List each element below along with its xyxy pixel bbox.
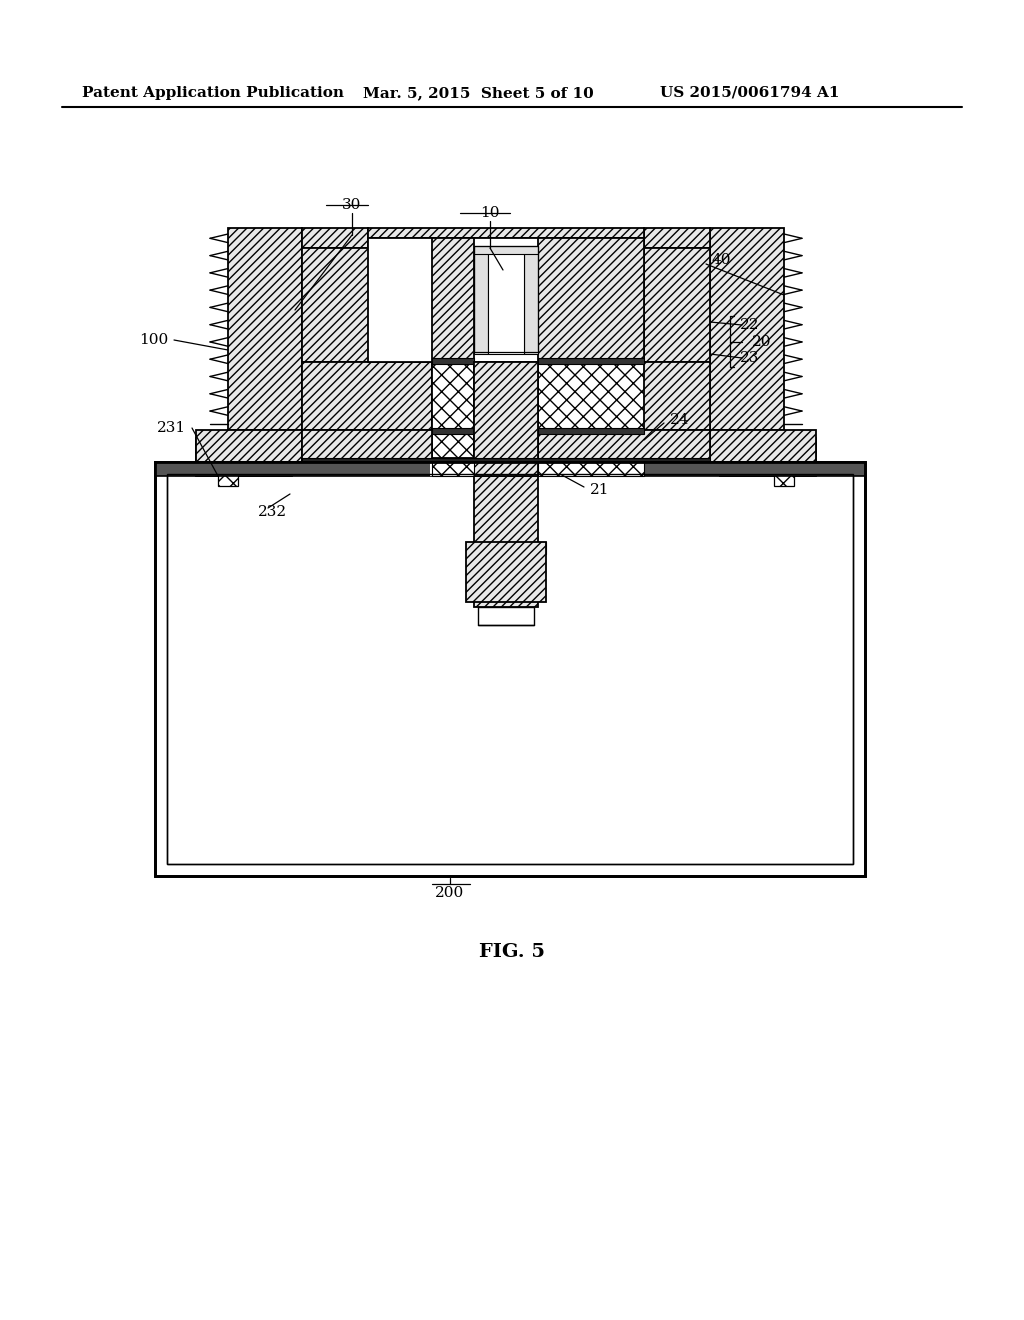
Polygon shape [302, 430, 432, 462]
Text: 100: 100 [138, 333, 168, 347]
Bar [432, 358, 474, 364]
Text: 21: 21 [590, 483, 609, 498]
Polygon shape [432, 238, 474, 362]
Bar [478, 607, 534, 624]
Polygon shape [644, 228, 710, 248]
Bar [167, 474, 853, 865]
Text: 20: 20 [752, 335, 771, 348]
Text: FIG. 5: FIG. 5 [479, 942, 545, 961]
Polygon shape [228, 228, 302, 430]
Bar [538, 462, 644, 477]
Polygon shape [302, 248, 432, 362]
Text: 10: 10 [480, 206, 500, 220]
Text: US 2015/0061794 A1: US 2015/0061794 A1 [660, 86, 840, 100]
Polygon shape [710, 438, 816, 477]
Text: 231: 231 [157, 421, 186, 436]
Bar [218, 466, 238, 486]
Bar [432, 362, 474, 458]
Bar [488, 249, 524, 354]
Bar [466, 543, 546, 554]
Polygon shape [710, 430, 816, 462]
Text: 22: 22 [740, 318, 760, 333]
Bar [368, 238, 644, 362]
Polygon shape [302, 228, 368, 248]
Bar [770, 463, 798, 466]
Bar [474, 246, 538, 352]
Text: 30: 30 [342, 198, 361, 213]
Bar [538, 362, 644, 458]
Text: 232: 232 [258, 506, 287, 519]
Text: Patent Application Publication: Patent Application Publication [82, 86, 344, 100]
Polygon shape [302, 362, 432, 430]
Bar [466, 543, 546, 602]
Bar [432, 428, 474, 434]
Bar [214, 463, 242, 466]
Bar [368, 228, 644, 238]
Polygon shape [538, 238, 644, 362]
Bar [524, 249, 538, 354]
Polygon shape [538, 248, 710, 362]
Bar [430, 462, 540, 477]
Polygon shape [710, 228, 784, 430]
Polygon shape [474, 462, 538, 477]
Text: Mar. 5, 2015  Sheet 5 of 10: Mar. 5, 2015 Sheet 5 of 10 [362, 86, 594, 100]
Bar [155, 462, 865, 477]
Text: 40: 40 [712, 253, 731, 267]
Bar [432, 462, 474, 477]
Polygon shape [538, 430, 710, 462]
Bar [167, 474, 853, 865]
Text: 24: 24 [670, 413, 689, 426]
Bar [474, 249, 488, 354]
Bar [538, 358, 644, 364]
Bar [538, 428, 644, 434]
Bar [302, 458, 710, 465]
Bar [474, 246, 538, 253]
Polygon shape [538, 362, 710, 430]
Polygon shape [474, 362, 538, 607]
Bar [774, 466, 794, 486]
Bar [302, 430, 710, 462]
Polygon shape [196, 438, 302, 477]
Bar [155, 462, 865, 876]
Bar [155, 462, 865, 876]
Text: 200: 200 [435, 886, 465, 900]
Polygon shape [196, 430, 302, 462]
Text: 23: 23 [740, 351, 760, 366]
